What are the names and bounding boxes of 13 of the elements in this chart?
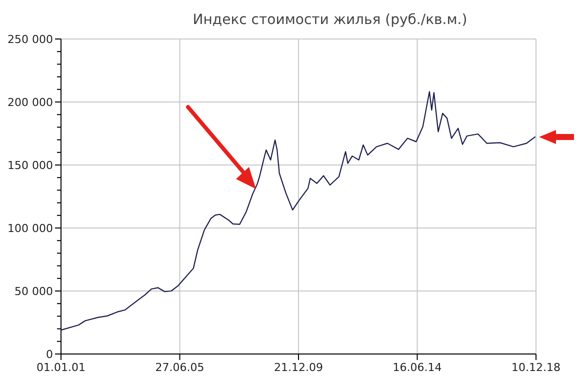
x-tick-label: 16.06.14 xyxy=(392,361,442,374)
y-tick-label: 250 000 xyxy=(8,32,53,46)
y-tick-label: 0 xyxy=(46,348,53,361)
x-tick-label: 21.12.09 xyxy=(274,361,323,374)
chart-title: Индекс стоимости жилья (руб./кв.м.) xyxy=(192,12,468,28)
x-tick-label: 01.01.01 xyxy=(36,361,86,374)
y-tick-label: 150 000 xyxy=(8,158,53,172)
line-series xyxy=(60,91,536,331)
y-tick-label: 50 000 xyxy=(14,284,53,298)
x-tick-label: 10.12.18 xyxy=(512,361,560,374)
x-tick-label: 27.06.05 xyxy=(155,361,204,374)
y-tick-label: 200 000 xyxy=(8,96,53,109)
y-tick-label: 100 000 xyxy=(8,222,53,235)
